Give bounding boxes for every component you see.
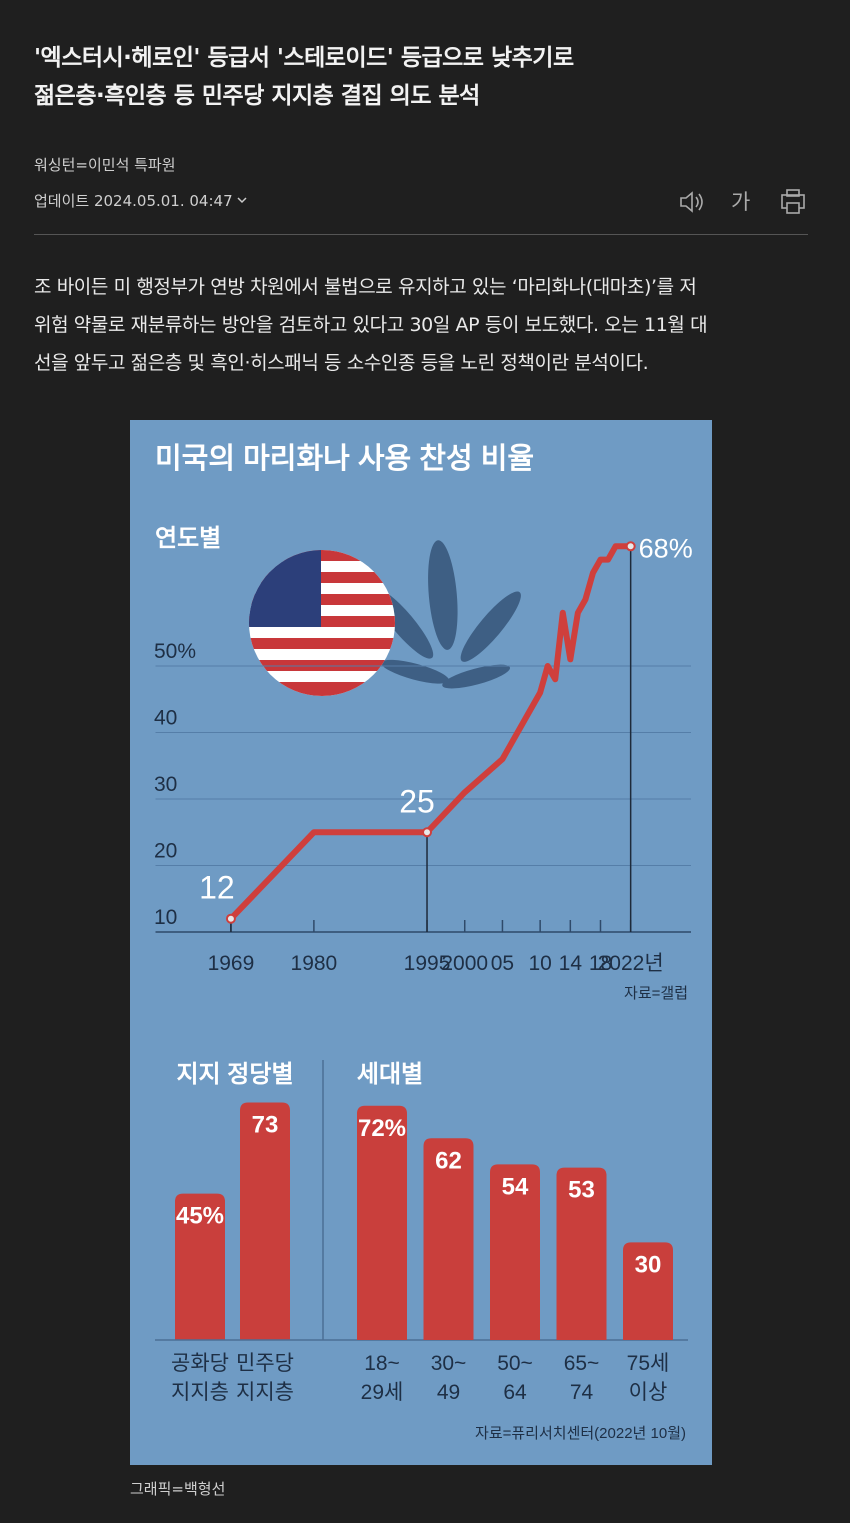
x-tick-label: 10 bbox=[528, 952, 551, 975]
data-label: 73 bbox=[252, 1112, 279, 1139]
source-note: 자료=퓨리서치센터(2022년 10월) bbox=[475, 1425, 686, 1442]
category-label: 민주당 bbox=[236, 1352, 294, 1375]
headline-line: 젊은층·흑인층 등 민주당 지지층 결집 의도 분석 bbox=[34, 83, 480, 109]
bar bbox=[240, 1102, 290, 1340]
bar bbox=[423, 1138, 474, 1340]
paragraph-line: 조 바이든 미 행정부가 연방 차원에서 불법으로 유지하고 있는 ‘마리화나(… bbox=[34, 276, 697, 298]
point bbox=[422, 827, 433, 838]
data-label: 30 bbox=[635, 1251, 662, 1278]
paragraph-line: 위험 약물로 재분류하는 방안을 검토하고 있다고 30일 AP 등이 보도했다… bbox=[34, 314, 708, 336]
category-label: 지지층 bbox=[236, 1381, 294, 1404]
x-tick-label: 18 bbox=[589, 952, 612, 975]
x-tick-label: 2000 bbox=[441, 952, 488, 975]
data-label: 54 bbox=[502, 1173, 529, 1200]
data-label: 53 bbox=[568, 1177, 595, 1204]
category-label: 이상 bbox=[629, 1381, 668, 1404]
x-tick-label: 2022년 bbox=[598, 952, 664, 975]
y-tick-label: 30 bbox=[154, 773, 177, 796]
source-note: 자료=갤럽 bbox=[624, 985, 688, 1002]
category-label: 49 bbox=[437, 1381, 460, 1404]
y-tick-label: 50% bbox=[154, 640, 196, 663]
infographic: 미국의 마리화나 사용 찬성 비율 연도별 10 20 30 40 50% 1969 1980… bbox=[130, 420, 712, 1465]
y-tick-label: 20 bbox=[154, 840, 177, 863]
byline: 워싱턴=이민석 특파원 bbox=[34, 156, 176, 174]
chart-subtitle: 세대별 bbox=[357, 1061, 423, 1088]
category-label: 30~ bbox=[431, 1352, 467, 1375]
paragraph-line: 선을 앞두고 젊은층 및 흑인·히스패닉 등 소수인종 등을 노린 정책이란 분… bbox=[34, 352, 649, 374]
divider bbox=[34, 234, 808, 235]
category-label: 65~ bbox=[564, 1352, 600, 1375]
category-label: 29세 bbox=[361, 1381, 404, 1404]
category-label: 64 bbox=[503, 1381, 527, 1404]
dropdown-icon[interactable] bbox=[236, 194, 248, 206]
listen-button[interactable] bbox=[678, 188, 708, 216]
us-flag bbox=[249, 550, 395, 696]
x-tick-label: 1995 bbox=[404, 952, 451, 975]
updated-time[interactable]: 업데이트 2024.05.01. 04:47 bbox=[34, 192, 233, 210]
data-label: 62 bbox=[435, 1147, 462, 1174]
font-size-button[interactable]: 가 bbox=[731, 190, 751, 214]
chart-subtitle: 연도별 bbox=[155, 525, 221, 552]
graphic-credit: 그래픽=백형선 bbox=[130, 1480, 226, 1498]
y-tick-label: 10 bbox=[154, 906, 177, 929]
category-label: 75세 bbox=[627, 1352, 670, 1375]
data-label: 72% bbox=[358, 1115, 406, 1142]
x-tick-label: 1980 bbox=[291, 952, 338, 975]
data-label: 12 bbox=[199, 870, 235, 906]
category-label: 74 bbox=[570, 1381, 594, 1404]
data-label: 68% bbox=[639, 533, 693, 563]
bar bbox=[175, 1193, 225, 1340]
x-tick-label: 05 bbox=[491, 952, 514, 975]
headline-line: '엑스터시·헤로인' 등급서 '스테로이드' 등급으로 낮추기로 bbox=[34, 45, 574, 71]
point bbox=[625, 541, 636, 552]
bar bbox=[623, 1242, 673, 1340]
category-label: 50~ bbox=[497, 1352, 533, 1375]
category-label: 공화당 bbox=[171, 1352, 229, 1375]
y-tick-label: 40 bbox=[154, 707, 177, 730]
infographic-background bbox=[130, 420, 712, 1465]
data-label: 45% bbox=[176, 1203, 224, 1230]
bar bbox=[490, 1164, 540, 1340]
x-tick-label: 14 bbox=[559, 952, 583, 975]
x-tick-label: 1969 bbox=[208, 952, 255, 975]
point bbox=[225, 913, 236, 924]
bar bbox=[357, 1105, 407, 1340]
print-button[interactable] bbox=[779, 188, 807, 216]
data-label: 25 bbox=[399, 783, 435, 819]
bar bbox=[556, 1167, 607, 1340]
category-label: 18~ bbox=[364, 1352, 400, 1375]
line-series bbox=[228, 543, 631, 921]
infographic-title: 미국의 마리화나 사용 찬성 비율 bbox=[155, 442, 534, 475]
category-label: 지지층 bbox=[171, 1381, 229, 1404]
chart-subtitle: 지지 정당별 bbox=[176, 1061, 293, 1088]
